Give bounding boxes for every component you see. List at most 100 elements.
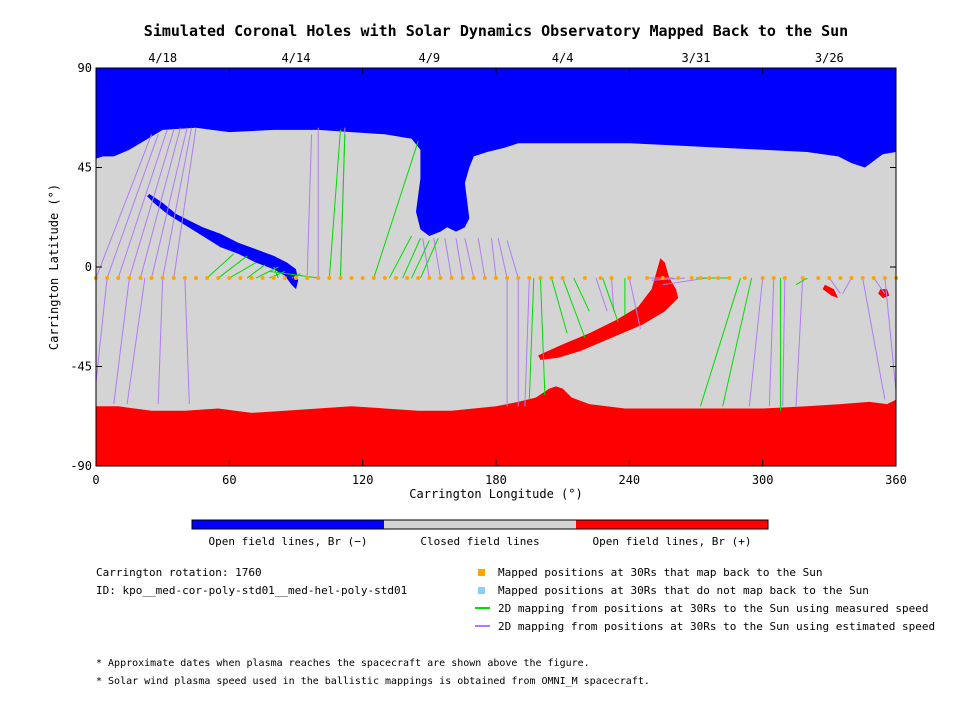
mapped-point (660, 276, 665, 281)
colorbar: Open field lines, Br (−) Closed field li… (191, 519, 769, 548)
chart-title: Simulated Coronal Holes with Solar Dynam… (144, 22, 848, 40)
legend-not-mapped-label: Mapped positions at 30Rs that do not map… (498, 584, 869, 597)
measured-mapping-line (246, 264, 266, 279)
mapped-point (698, 276, 703, 281)
estimated-mapping-line (748, 278, 764, 407)
measured-mapping-line (411, 240, 430, 279)
colorbar-label-negative: Open field lines, Br (−) (209, 535, 368, 548)
y-tick-label: -45 (70, 360, 92, 374)
estimated-mapping-line (477, 238, 486, 279)
mapped-point (782, 276, 787, 281)
measured-mapping-line (402, 238, 421, 279)
run-id: ID: kpo__med-cor-poly-std01__med-hel-pol… (96, 584, 407, 597)
measured-mapping-line (328, 129, 341, 279)
mapped-point (449, 276, 454, 281)
mapped-point (371, 276, 376, 281)
estimated-mapping-line (151, 127, 188, 279)
estimated-mapping-line (95, 278, 108, 383)
top-date-label: 4/18 (148, 51, 177, 65)
mapped-point (716, 276, 721, 281)
mapped-point (460, 276, 465, 281)
mapped-point (216, 276, 221, 281)
measured-mapping-line (217, 255, 248, 279)
estimated-mapping-line (113, 277, 130, 405)
measured-mapping-line (419, 238, 439, 279)
top-date-axis: 4/18 4/14 4/9 4/4 3/31 3/26 (148, 51, 844, 65)
top-date-label: 3/26 (815, 51, 844, 65)
y-tick-label: 0 (85, 260, 92, 274)
estimated-mapping-line (444, 238, 453, 279)
y-axis-label: Carrington Latitude (°) (47, 184, 61, 350)
y-tick-label: 45 (78, 161, 92, 175)
colorbar-negative (192, 520, 384, 529)
mapped-point (494, 276, 498, 281)
mapped-point (871, 276, 876, 281)
mapped-point (560, 276, 565, 281)
mapped-point (882, 276, 887, 281)
mapped-point (689, 276, 694, 281)
measured-mapping-line (373, 140, 419, 279)
mapped-point (416, 276, 421, 281)
estimated-mapping-line (524, 278, 530, 407)
mapped-point (338, 276, 343, 281)
estimated-mapping-line (884, 278, 897, 391)
estimated-mapping-line (611, 278, 615, 312)
measured-mapping-line (229, 262, 257, 279)
estimated-mapping-line (795, 278, 804, 407)
estimated-mapping-line (595, 277, 608, 312)
colorbar-positive (576, 520, 768, 529)
mapped-point (194, 276, 198, 281)
mapped-point (260, 276, 265, 281)
mapped-point (427, 276, 432, 281)
measured-mapping-line (339, 134, 346, 279)
estimated-mapping-line (184, 278, 190, 405)
mapped-point (316, 276, 321, 281)
mapped-point (676, 276, 681, 281)
measured-mapping-line (206, 253, 235, 279)
y-tick-label: -90 (70, 459, 92, 473)
colorbar-frame (191, 519, 769, 530)
x-axis: 0 60 120 180 240 300 360 (92, 68, 907, 487)
mapped-point (327, 276, 332, 281)
mapped-point (294, 276, 298, 281)
mapped-point (482, 276, 487, 281)
colorbar-label-closed: Closed field lines (420, 535, 539, 548)
mapped-point (382, 276, 387, 281)
estimated-mapping-line (497, 238, 508, 279)
small-positive-hole-a (822, 284, 839, 298)
measured-mapping-line (562, 277, 586, 338)
mapped-point (771, 276, 776, 281)
mapped-point (760, 276, 765, 281)
x-tick-label: 360 (885, 473, 907, 487)
mapped-point (138, 276, 143, 281)
x-tick-label: 240 (618, 473, 640, 487)
x-axis-label: Carrington Longitude (°) (409, 487, 582, 501)
mapped-point (505, 276, 510, 281)
estimated-mapping-line (628, 277, 641, 330)
mapped-point (471, 276, 476, 281)
estimated-mapping-line (173, 127, 197, 279)
top-date-label: 4/4 (552, 51, 574, 65)
mapped-point (282, 276, 287, 281)
measured-mapping-line (291, 273, 301, 279)
estimated-mapping-line (768, 278, 775, 407)
mapped-point (527, 276, 532, 281)
mapped-point (827, 276, 832, 281)
estimated-mapping-line (422, 238, 430, 279)
colorbar-closed (384, 520, 576, 529)
mapped-point (394, 276, 398, 281)
mapped-point (627, 276, 632, 281)
estimated-mapping-line (162, 127, 193, 279)
estimated-mapping-line (491, 238, 497, 279)
mapped-point (727, 276, 732, 281)
mapped-point (838, 276, 843, 281)
y-axis: 90 45 0 -45 -90 (70, 61, 896, 473)
measured-mapping-line (551, 277, 568, 334)
estimated-mapping-line (126, 277, 146, 405)
mapped-point (707, 276, 712, 281)
low-latitude-coronal-hole-negative (147, 194, 299, 290)
measured-mapping-line (602, 277, 619, 323)
estimated-mapping-line (157, 278, 164, 405)
mapped-point (227, 276, 232, 281)
